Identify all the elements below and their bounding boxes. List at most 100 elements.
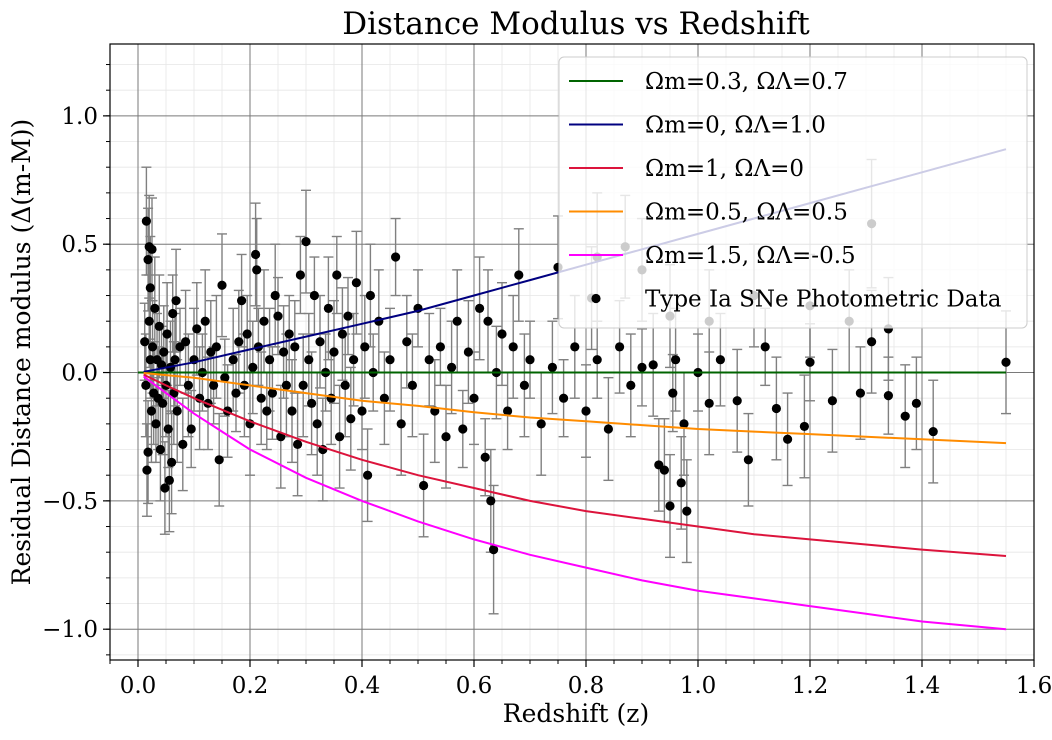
data-point <box>265 355 275 365</box>
data-point <box>168 308 178 319</box>
data-point <box>273 311 283 321</box>
data-point <box>503 406 513 416</box>
y-tick-label: −0.5 <box>42 489 98 515</box>
legend-label: Type Ia SNe Photometric Data <box>645 287 1002 313</box>
data-point <box>659 465 670 475</box>
data-point <box>771 403 782 414</box>
data-point <box>301 237 311 247</box>
data-point <box>290 342 300 352</box>
data-point <box>676 478 686 488</box>
data-point <box>402 337 412 347</box>
y-tick-label: 0.5 <box>61 232 98 258</box>
data-point <box>332 270 342 280</box>
x-axis-label: Redshift (z) <box>503 699 649 728</box>
data-point <box>160 483 170 493</box>
legend-marker <box>591 293 601 304</box>
data-point <box>143 255 153 265</box>
data-point <box>519 380 530 390</box>
legend-box <box>558 56 1028 329</box>
data-point <box>323 303 333 313</box>
data-point <box>346 414 356 424</box>
data-point <box>167 457 177 467</box>
data-point <box>343 311 353 321</box>
data-point <box>665 501 675 511</box>
data-point <box>603 424 614 434</box>
data-point <box>900 411 910 421</box>
data-point <box>281 380 291 390</box>
data-point <box>447 362 457 372</box>
legend: Ωm=0.3, ΩΛ=0.7 Ωm=0, ΩΛ=1.0 Ωm=1, ΩΛ=0 Ωm=0… <box>558 56 1028 329</box>
data-point <box>668 388 678 398</box>
data-point <box>679 419 689 429</box>
data-point <box>163 424 173 434</box>
data-point <box>242 329 252 339</box>
data-point <box>483 316 493 326</box>
data-point <box>183 380 193 390</box>
data-point <box>143 447 153 457</box>
legend-label: Ωm=1.5, ΩΛ=-0.5 <box>645 243 856 269</box>
data-point <box>805 357 815 367</box>
data-point <box>171 296 181 306</box>
data-point <box>145 283 155 293</box>
data-point <box>570 342 580 352</box>
x-tick-label: 1.4 <box>904 673 941 699</box>
x-tick-label: 0.2 <box>232 673 269 699</box>
data-point <box>192 324 202 334</box>
data-point <box>307 398 317 408</box>
data-point <box>365 290 375 301</box>
data-point <box>536 419 546 429</box>
data-point <box>209 380 219 390</box>
data-point <box>525 355 535 365</box>
data-point <box>141 216 151 226</box>
data-point <box>158 398 168 408</box>
data-point <box>508 342 518 352</box>
data-point <box>145 355 155 365</box>
data-point <box>704 398 714 408</box>
data-point <box>162 329 172 339</box>
data-point <box>279 347 289 357</box>
data-point <box>357 406 367 416</box>
data-point <box>581 406 591 416</box>
data-point <box>231 388 241 398</box>
data-point <box>514 270 524 280</box>
data-point <box>251 249 261 260</box>
data-point <box>248 362 258 372</box>
data-point <box>486 496 496 506</box>
data-point <box>262 406 272 416</box>
data-point <box>349 355 359 365</box>
data-point <box>743 455 754 465</box>
data-point <box>637 362 647 372</box>
x-tick-label: 1.6 <box>1016 673 1052 699</box>
data-point <box>351 278 361 288</box>
data-point <box>497 329 507 339</box>
data-point <box>391 252 401 262</box>
data-point <box>452 316 462 326</box>
data-point <box>151 419 161 429</box>
data-point <box>170 355 180 365</box>
data-point <box>159 347 169 357</box>
data-point <box>441 432 451 442</box>
data-point <box>799 421 810 432</box>
data-point <box>547 362 558 372</box>
data-point <box>164 475 174 485</box>
data-point <box>256 393 266 403</box>
data-point <box>186 424 196 434</box>
data-point <box>458 424 468 434</box>
data-point <box>295 270 305 280</box>
data-point <box>489 545 499 555</box>
data-point <box>214 455 224 465</box>
data-point <box>144 316 154 326</box>
data-point <box>270 290 280 301</box>
data-point <box>715 355 726 365</box>
data-point <box>648 360 658 370</box>
data-point <box>379 393 389 403</box>
data-point <box>911 398 922 408</box>
data-point <box>211 342 221 352</box>
model-curve <box>143 373 1007 557</box>
data-point <box>326 393 336 403</box>
legend-label: Ωm=0, ΩΛ=1.0 <box>645 113 826 139</box>
data-point <box>150 303 160 313</box>
data-point <box>154 321 164 331</box>
data-point <box>172 406 182 416</box>
chart-title: Distance Modulus vs Redshift <box>342 6 810 42</box>
